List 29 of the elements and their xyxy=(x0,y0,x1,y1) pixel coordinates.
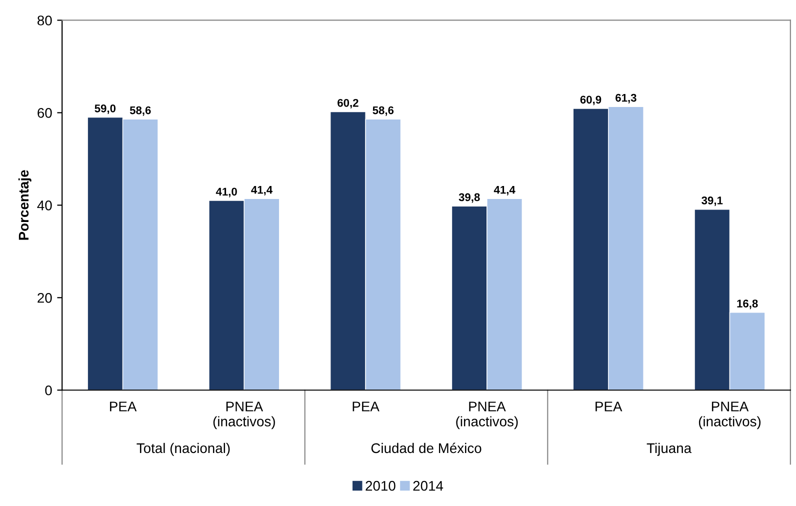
data-label: 58,6 xyxy=(372,106,394,116)
y-tick-label: 20 xyxy=(38,292,52,303)
data-label: 60,9 xyxy=(580,96,602,106)
x-tick-label: PEA xyxy=(110,402,137,412)
x-tick-label: PNEA (inactivos) xyxy=(456,402,518,430)
legend-label: 2014 xyxy=(413,480,444,491)
y-tick-label: 40 xyxy=(37,200,52,210)
x-tick-label: PEA xyxy=(352,402,380,412)
legend-label: 2010 xyxy=(366,480,396,491)
text: Total (nacional) xyxy=(136,442,230,456)
y-tick-label: 80 xyxy=(38,16,52,26)
data-label: 41,0 xyxy=(216,188,237,198)
x-tick-label: PEA xyxy=(596,402,622,412)
y-tick-label: 60 xyxy=(38,108,52,118)
data-label: 41,4 xyxy=(494,186,516,196)
y-axis-title: Porcentaje xyxy=(18,170,32,240)
data-label: 16,8 xyxy=(737,300,758,310)
data-label: 39,1 xyxy=(702,196,723,206)
data-label: 60,2 xyxy=(338,98,358,108)
text: Tijuana xyxy=(646,442,692,456)
text: Ciudad de México xyxy=(371,442,482,454)
data-label: 58,6 xyxy=(130,106,151,116)
data-label: 39,8 xyxy=(458,193,480,203)
x-tick-label: PNEA (inactivos) xyxy=(698,402,761,430)
data-label: 41,4 xyxy=(251,186,273,196)
data-label: 61,3 xyxy=(616,94,636,104)
data-label: 59,0 xyxy=(94,104,116,114)
y-tick-label: 0 xyxy=(45,385,52,396)
x-tick-label: PNEA (inactivos) xyxy=(213,402,275,430)
